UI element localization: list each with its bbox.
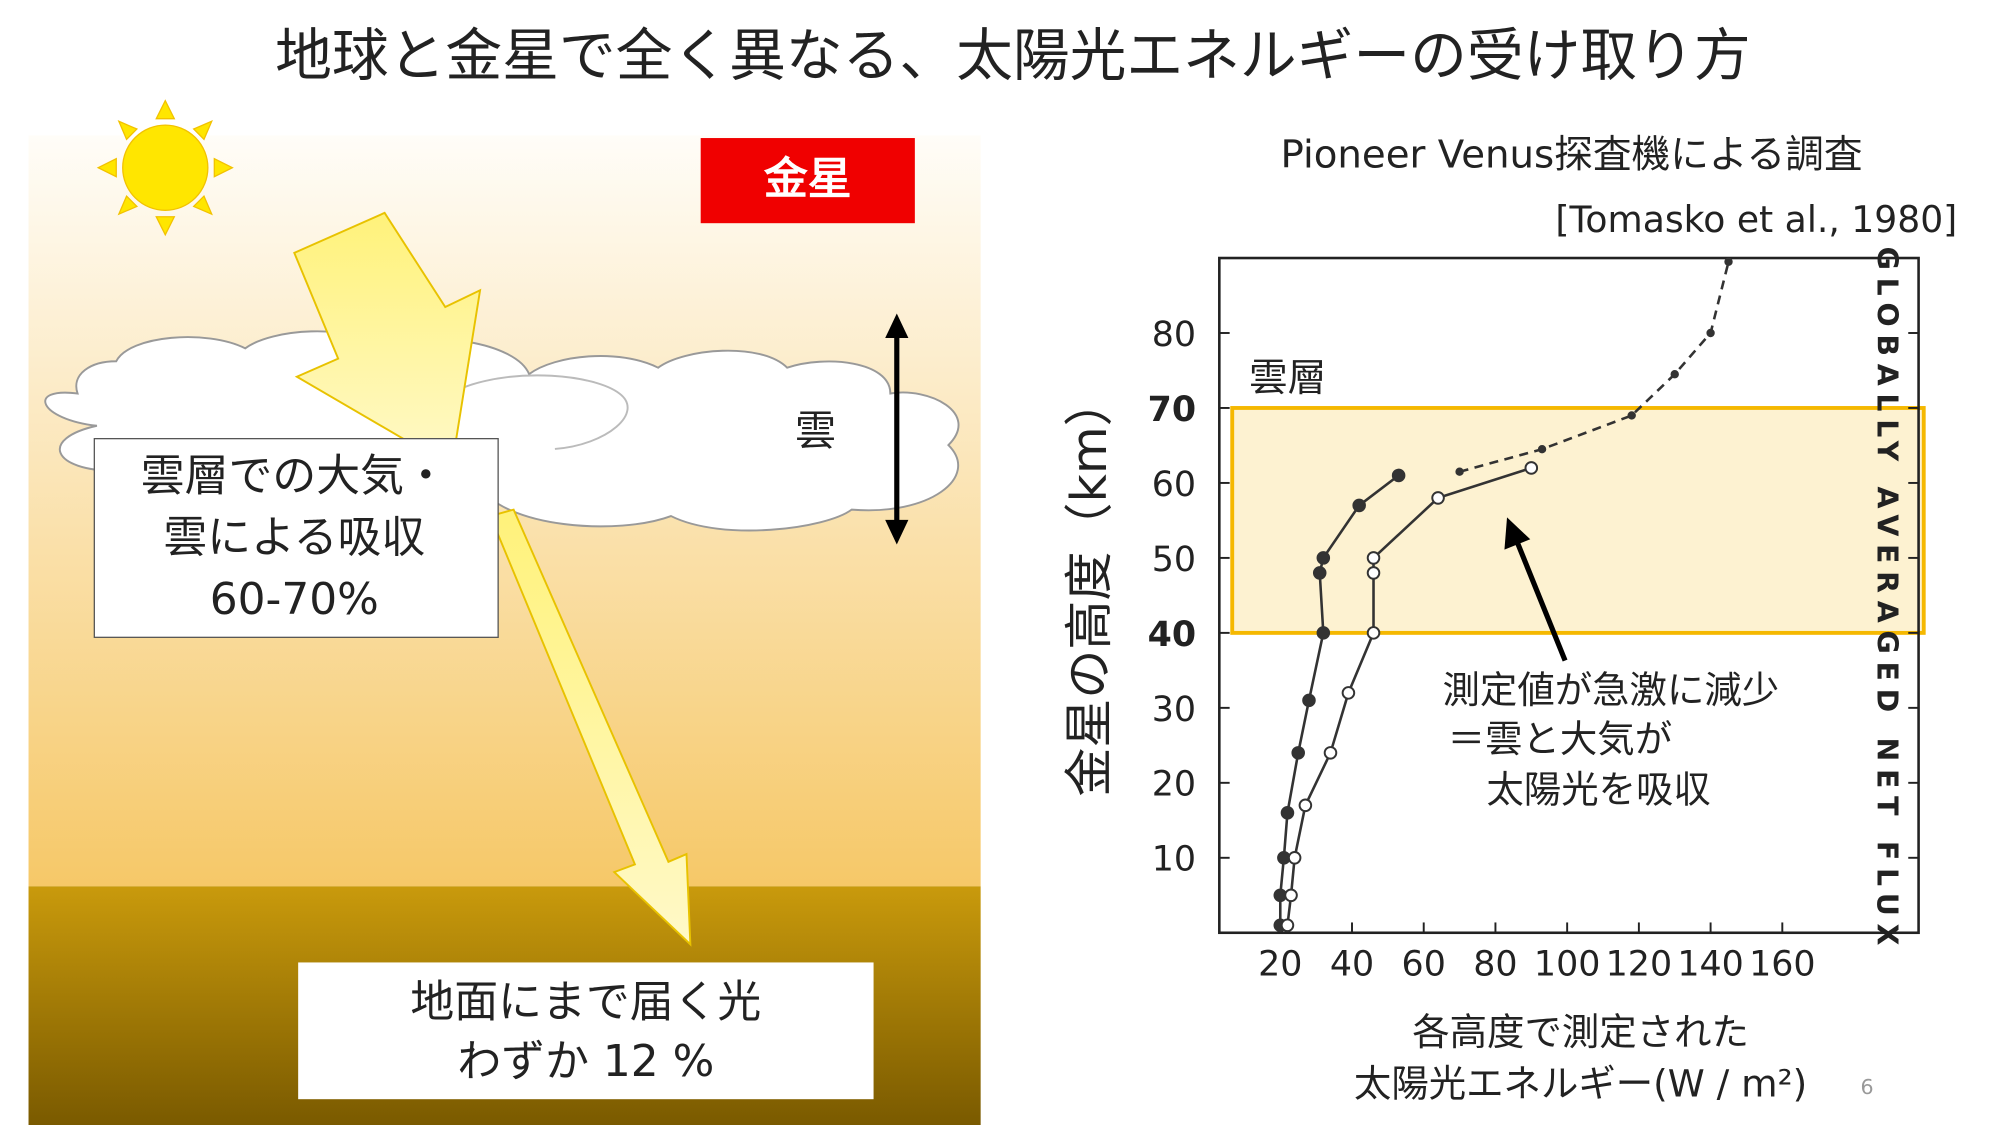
page-number: 6 xyxy=(1861,1075,1874,1099)
annotation: 太陽光を吸収 xyxy=(1486,767,1710,811)
annotation-arrowhead xyxy=(1504,517,1531,550)
plot-frame xyxy=(1218,256,1920,935)
x-tick-label: 20 xyxy=(1258,944,1302,984)
data-point xyxy=(1312,566,1327,580)
absorption-text: 60-70% xyxy=(210,574,379,625)
subtitle: Pioneer Venus探査機による調査 xyxy=(1281,133,1863,178)
data-point xyxy=(1323,746,1338,760)
data-point xyxy=(1341,686,1356,700)
planet-label: 金星 xyxy=(763,154,852,205)
chart: 雲層 10 20 30 40 50 60 70 80 20 40 60 80 100 120 140 160 金星… xyxy=(1060,247,1926,1106)
ground-text: わずか 12 % xyxy=(457,1036,714,1087)
data-point xyxy=(1455,467,1464,476)
data-point xyxy=(1627,411,1636,420)
y-tick-label: 50 xyxy=(1152,540,1196,580)
data-point xyxy=(1284,888,1298,903)
data-point xyxy=(1316,551,1331,565)
data-point xyxy=(1280,918,1295,933)
cloud-thickness-arrow xyxy=(885,313,909,545)
data-point xyxy=(1366,551,1381,565)
annotation: 測定値が急激に減少 xyxy=(1443,668,1780,712)
y-tick-label: 60 xyxy=(1152,465,1196,505)
cloud-label: 雲 xyxy=(795,407,836,455)
data-point xyxy=(1316,626,1331,640)
data-point xyxy=(1724,257,1733,266)
data-point xyxy=(1537,445,1547,454)
x-tick-label: 140 xyxy=(1677,944,1743,984)
data-point xyxy=(1287,851,1302,865)
y-tick-label: 20 xyxy=(1152,765,1196,805)
y-tick-label: 10 xyxy=(1152,840,1196,880)
data-point xyxy=(1352,498,1366,513)
data-point xyxy=(1706,328,1715,338)
cloud-band xyxy=(1230,406,1926,635)
data-point xyxy=(1366,566,1381,580)
x-tick-label: 60 xyxy=(1402,944,1446,984)
side-label: GLOBALLY AVERAGED NET FLUX xyxy=(1870,247,1903,954)
band-label: 雲層 xyxy=(1249,356,1326,401)
annotation-arrow xyxy=(1513,538,1568,662)
y-tick-label: 80 xyxy=(1152,315,1196,355)
data-point xyxy=(1524,461,1539,475)
y-tick-label: 30 xyxy=(1152,690,1196,730)
data-point xyxy=(1391,468,1406,483)
x-tick-label: 40 xyxy=(1330,944,1374,984)
x-tick-label: 100 xyxy=(1534,944,1600,984)
data-point xyxy=(1431,491,1445,505)
x-tick-label: 80 xyxy=(1473,944,1517,984)
planet-label-box xyxy=(700,138,915,224)
data-point xyxy=(1670,370,1679,379)
data-point xyxy=(1291,746,1305,760)
y-tick-label: 70 xyxy=(1148,390,1196,430)
annotation: ＝雲と大気が xyxy=(1448,717,1672,761)
citation: [Tomasko et al., 1980] xyxy=(1555,198,1957,241)
ground-text: 地面にまで届く光 xyxy=(410,977,761,1028)
x-axis-label: 太陽光エネルギー(W / m²) xyxy=(1354,1062,1807,1106)
absorption-text: 雲層での大気・ xyxy=(141,450,448,501)
absorption-box xyxy=(93,438,499,638)
data-point xyxy=(1280,806,1295,820)
sun xyxy=(96,99,234,237)
incoming-sunlight xyxy=(293,211,482,469)
x-axis-label: 各高度で測定された xyxy=(1412,1010,1749,1054)
data-point xyxy=(1366,626,1381,640)
data-point xyxy=(1302,693,1316,708)
x-tick-label: 160 xyxy=(1749,944,1815,984)
data-point xyxy=(1298,798,1313,813)
slide-title: 地球と金星で全く異なる、太陽光エネルギーの受け取り方 xyxy=(275,23,1751,89)
y-tick-label: 40 xyxy=(1148,615,1196,655)
ground-box xyxy=(298,962,874,1100)
x-tick-label: 120 xyxy=(1606,944,1672,984)
absorption-text: 雲による吸収 xyxy=(163,512,425,563)
y-axis-label: 金星の高度（km） xyxy=(1060,377,1118,796)
transmitted-sunlight xyxy=(489,508,692,947)
